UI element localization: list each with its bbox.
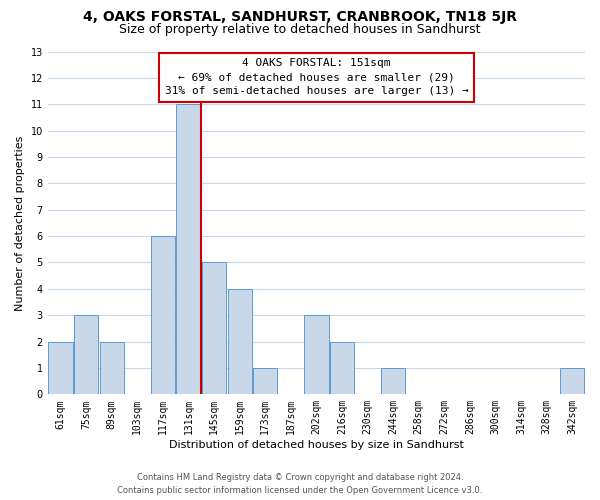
Text: 4 OAKS FORSTAL: 151sqm
← 69% of detached houses are smaller (29)
31% of semi-det: 4 OAKS FORSTAL: 151sqm ← 69% of detached… — [164, 58, 468, 96]
X-axis label: Distribution of detached houses by size in Sandhurst: Distribution of detached houses by size … — [169, 440, 464, 450]
Bar — [151, 236, 175, 394]
Text: Contains HM Land Registry data © Crown copyright and database right 2024.
Contai: Contains HM Land Registry data © Crown c… — [118, 474, 482, 495]
Text: 4, OAKS FORSTAL, SANDHURST, CRANBROOK, TN18 5JR: 4, OAKS FORSTAL, SANDHURST, CRANBROOK, T… — [83, 10, 517, 24]
Text: Size of property relative to detached houses in Sandhurst: Size of property relative to detached ho… — [119, 22, 481, 36]
Bar — [253, 368, 277, 394]
Bar — [74, 315, 98, 394]
Bar — [49, 342, 73, 394]
Bar — [227, 289, 252, 395]
Y-axis label: Number of detached properties: Number of detached properties — [15, 135, 25, 310]
Bar — [100, 342, 124, 394]
Bar — [176, 104, 200, 395]
Bar — [304, 315, 329, 394]
Bar — [560, 368, 584, 394]
Bar — [330, 342, 354, 394]
Bar — [381, 368, 405, 394]
Bar — [202, 262, 226, 394]
